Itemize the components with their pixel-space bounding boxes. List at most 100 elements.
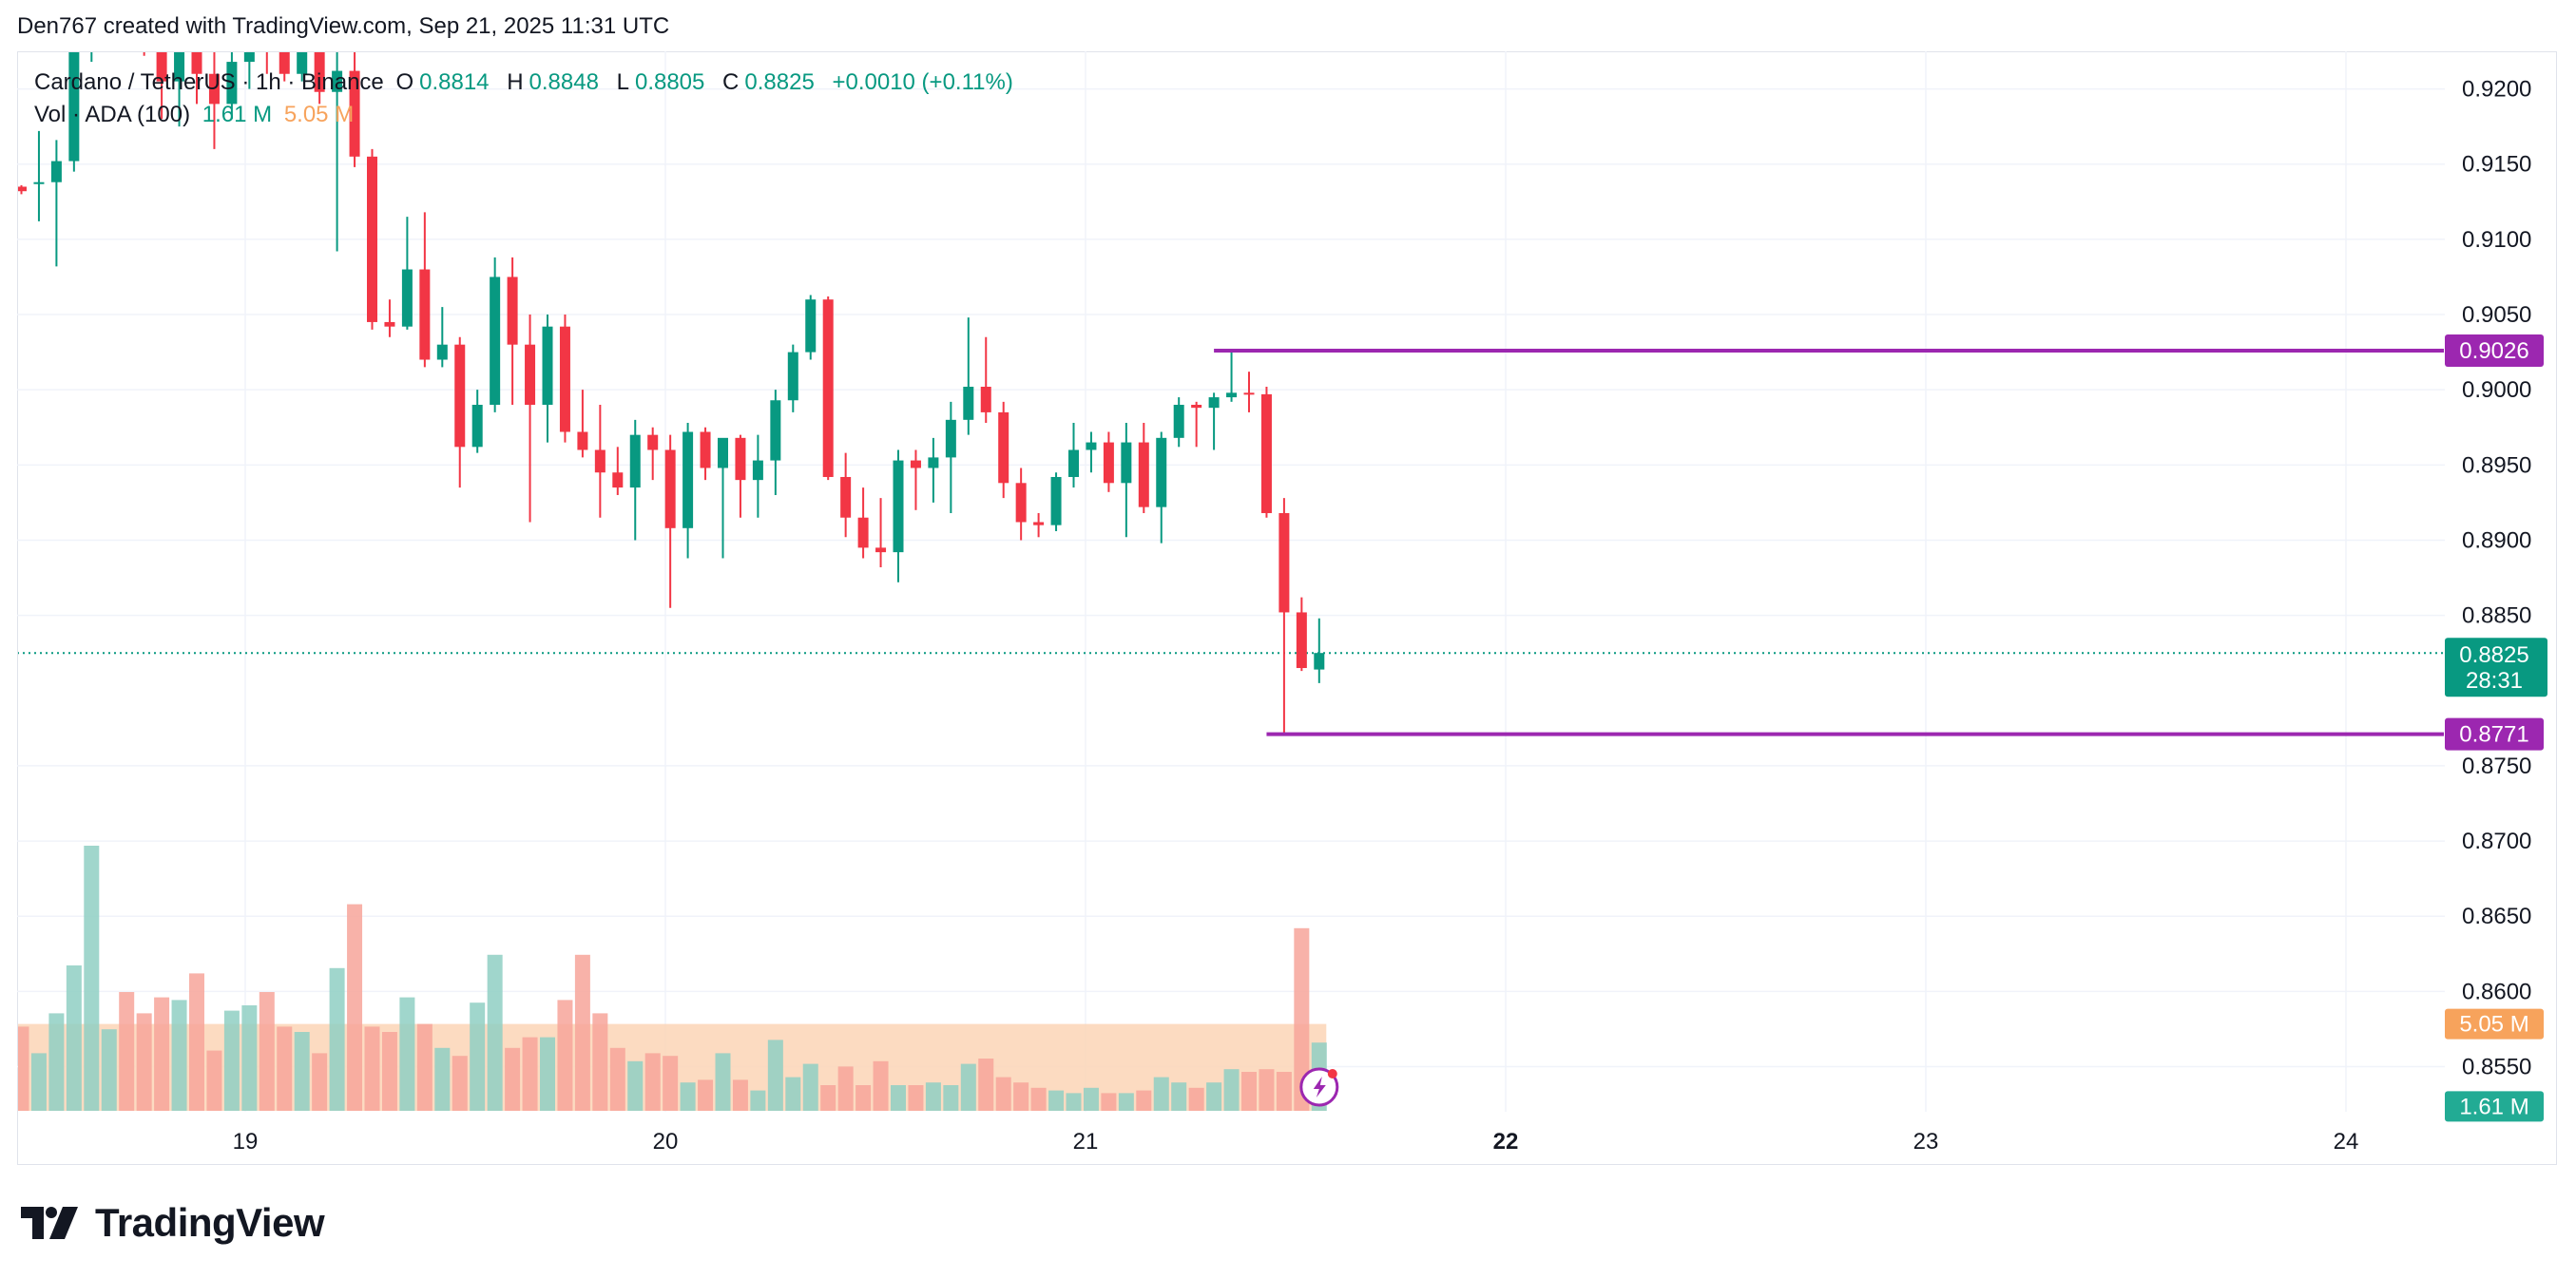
- volume-bar: [873, 1060, 889, 1111]
- x-axis-tick: 19: [233, 1129, 259, 1155]
- volume-bar: [223, 1010, 240, 1111]
- tradingview-logo-icon: [21, 1207, 78, 1239]
- volume-bar: [347, 904, 363, 1111]
- candle-body: [349, 70, 360, 157]
- last-price-tag: [2445, 638, 2547, 697]
- candle-body: [1068, 449, 1079, 477]
- candle-body: [191, 52, 202, 74]
- y-axis-tick: 0.9150: [2462, 152, 2531, 178]
- candle-body: [297, 52, 308, 74]
- candle-body: [1208, 397, 1220, 409]
- candle-body: [1050, 476, 1062, 525]
- volume-bar: [1206, 1082, 1222, 1111]
- candle-body: [454, 344, 466, 448]
- candle-body: [980, 387, 991, 412]
- volume-bar: [680, 1082, 696, 1111]
- tradingview-logo-text: TradingView: [95, 1200, 325, 1245]
- volume-bar: [627, 1060, 644, 1111]
- candle-body: [822, 299, 834, 477]
- volume-bar: [644, 1053, 661, 1111]
- volume-bar: [48, 1013, 65, 1111]
- candle-body: [805, 299, 817, 353]
- ohlc-row: Cardano / TetherUS · 1h · Binance O 0.881…: [34, 67, 1019, 99]
- volume-bar: [960, 1063, 976, 1111]
- candle-body: [770, 400, 781, 461]
- volume-bar: [698, 1079, 714, 1111]
- candle-body: [104, 13, 114, 21]
- change-value: +0.0010 (+0.11%): [832, 69, 1013, 95]
- candle-body: [1260, 393, 1272, 513]
- volume-label[interactable]: Vol · ADA (100): [34, 102, 191, 127]
- volume-bar: [522, 1037, 538, 1111]
- open-value: 0.8814: [419, 69, 490, 95]
- plot-area: [18, 13, 2444, 1111]
- candle-body: [1314, 653, 1325, 670]
- candle-body: [279, 52, 290, 74]
- candle-body: [87, 21, 97, 36]
- volume-bar: [119, 992, 135, 1111]
- volume-bar: [1188, 1087, 1204, 1111]
- candle-body: [1086, 442, 1097, 450]
- candle-body: [629, 434, 641, 488]
- volume-bar: [574, 954, 590, 1111]
- candle-body: [384, 321, 395, 327]
- chart-author-header: Den767 created with TradingView.com, Sep…: [17, 13, 670, 39]
- candle-body: [314, 52, 325, 92]
- candle-body: [50, 161, 62, 182]
- y-axis-tick: 0.8650: [2462, 904, 2531, 929]
- candle-body: [1278, 512, 1290, 613]
- volume-bar: [750, 1090, 766, 1111]
- volume-bar: [609, 1047, 625, 1111]
- candle-body: [436, 344, 448, 360]
- close-label: C: [722, 69, 740, 95]
- candle-body: [156, 52, 167, 82]
- x-axis-tick: 20: [653, 1129, 679, 1155]
- last-price-tag-text: 0.8825: [2459, 642, 2528, 668]
- volume-bar: [154, 997, 170, 1111]
- level-price-tag-text: 0.8771: [2459, 722, 2528, 748]
- volume-bar: [943, 1085, 959, 1111]
- volume-value: 1.61 M: [202, 102, 273, 127]
- volume-bar: [855, 1085, 872, 1111]
- volume-bar: [171, 1000, 187, 1111]
- volume-tag: [2445, 1091, 2544, 1122]
- candle-body: [1296, 612, 1307, 669]
- notification-dot: [1327, 1069, 1337, 1079]
- candle-body: [735, 437, 746, 481]
- candle-body: [507, 277, 518, 345]
- candle-body: [226, 62, 238, 105]
- countdown-tag-text: 28:31: [2466, 668, 2523, 694]
- volume-bar: [557, 1000, 573, 1111]
- x-axis-tick: 24: [2334, 1129, 2359, 1155]
- volume-tag: [2445, 1008, 2544, 1040]
- candle-body: [401, 269, 413, 327]
- volume-bar: [592, 1013, 608, 1111]
- y-axis-tick: 0.9100: [2462, 227, 2531, 253]
- volume-bar: [995, 1077, 1011, 1111]
- chart-frame[interactable]: [17, 51, 2557, 1165]
- tradingview-logo[interactable]: TradingView: [21, 1199, 325, 1247]
- y-axis-tick: 0.8550: [2462, 1055, 2531, 1080]
- candle-body: [928, 457, 939, 468]
- volume-bar: [259, 992, 275, 1111]
- symbol-title[interactable]: Cardano / TetherUS · 1h · Binance: [34, 69, 384, 95]
- y-axis-tick: 0.8750: [2462, 754, 2531, 779]
- volume-bar: [1101, 1093, 1117, 1111]
- candle-body: [559, 326, 570, 432]
- candle-body: [139, 21, 149, 29]
- candle-body: [700, 431, 711, 468]
- level-price-tag-text: 0.9026: [2459, 338, 2528, 364]
- candle-body: [840, 476, 852, 518]
- volume-bar: [978, 1059, 994, 1111]
- volume-bar: [399, 997, 415, 1111]
- candle-body: [68, 52, 80, 162]
- volume-bar: [1259, 1069, 1275, 1111]
- volume-bar: [381, 1032, 397, 1111]
- volume-bar: [820, 1085, 836, 1111]
- volume-bar: [1153, 1077, 1169, 1111]
- volume-bar: [891, 1085, 906, 1111]
- lightning-bolt-glyph: [1313, 1077, 1326, 1098]
- volume-bar: [136, 1013, 152, 1111]
- volume-tag-text: 5.05 M: [2459, 1012, 2528, 1038]
